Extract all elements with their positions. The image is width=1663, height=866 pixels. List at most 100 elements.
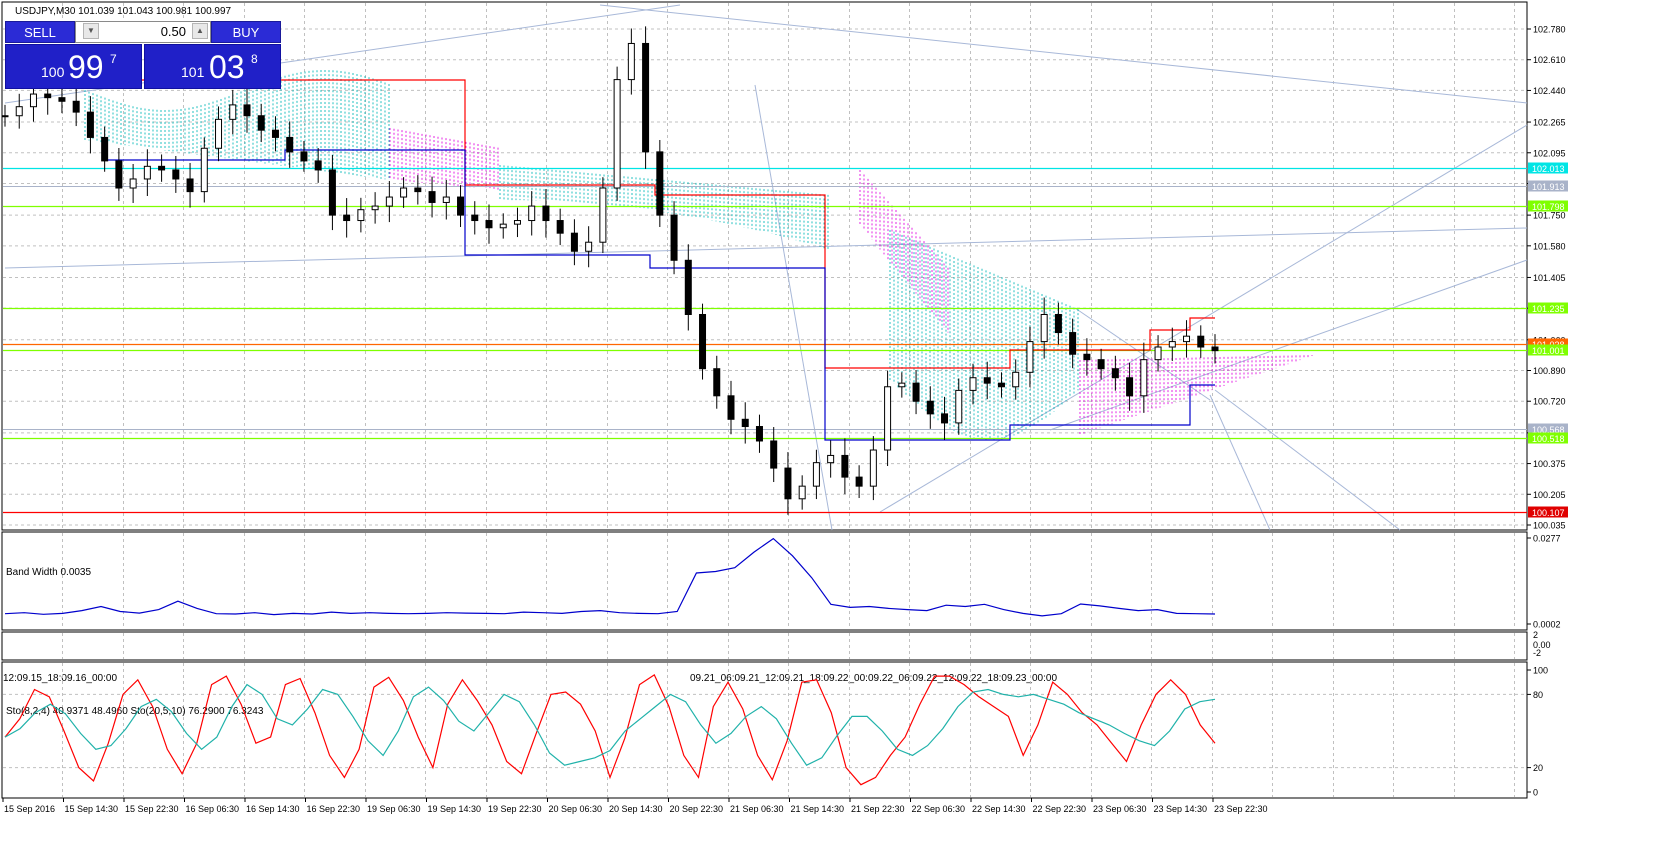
bandwidth-title: Band Width 0.0035 xyxy=(6,567,91,578)
candle-body xyxy=(58,97,66,102)
sell-button[interactable]: SELL xyxy=(5,21,75,43)
candle-body xyxy=(542,205,550,222)
candle xyxy=(997,372,1005,398)
candle xyxy=(1197,325,1205,358)
stochastic-pane[interactable]: Sto(8,2,4) 40.9371 48.4960 Sto(20,5,10) … xyxy=(3,663,1548,798)
candle xyxy=(1069,318,1077,369)
stochastic-tick-label-1: 80 xyxy=(1533,690,1543,700)
candle xyxy=(229,89,237,135)
candle-body xyxy=(684,259,692,315)
candle xyxy=(257,103,265,143)
bandwidth-series xyxy=(4,537,1216,617)
price-label-6: 100.568 xyxy=(1532,425,1565,435)
candle xyxy=(656,139,664,227)
candle-body xyxy=(357,209,365,222)
candle xyxy=(770,427,778,483)
candle-body xyxy=(1040,313,1048,343)
candle-body xyxy=(556,220,564,234)
price-label-box-2 xyxy=(1528,200,1568,212)
candle-body xyxy=(1026,341,1034,373)
candle-body xyxy=(1126,377,1134,397)
trendline-2 xyxy=(599,4,1528,104)
kijun-line xyxy=(5,79,1215,441)
bandwidth-grid xyxy=(62,533,1515,629)
candle-body xyxy=(44,93,52,99)
time-tick-label-1: 15 Sep 14:30 xyxy=(65,804,119,814)
time-axis[interactable]: 15 Sep 2016 15 Sep 14:30 15 Sep 22:30 16 Se… xyxy=(2,798,1268,814)
price-tick-label-11: 100.890 xyxy=(1533,366,1566,376)
bandwidth-pane[interactable]: Band Width 0.0035 0.0277 0.0002 xyxy=(4,533,1561,630)
candle xyxy=(457,185,465,227)
price-tick-label-14: 100.375 xyxy=(1533,459,1566,469)
candle xyxy=(841,438,849,495)
candle xyxy=(969,363,977,405)
candle-body xyxy=(599,187,607,243)
price-label-5: 101.001 xyxy=(1532,346,1565,356)
candle-body xyxy=(300,151,308,162)
candle xyxy=(499,213,507,239)
candle-body xyxy=(414,187,422,193)
price-label-box-1 xyxy=(1528,180,1568,192)
candle-body xyxy=(385,196,393,207)
buy-button[interactable]: BUY xyxy=(211,21,281,43)
price-label-box-0 xyxy=(1528,162,1568,174)
one-click-trading-panel[interactable]: SELL 0.50 ▼ ▲ BUY 100 99 7 101 03 8 xyxy=(5,21,281,91)
trendline-6 xyxy=(1209,394,1271,531)
candle xyxy=(158,154,166,182)
stochastic-tick-label-2: 20 xyxy=(1533,763,1543,773)
price-axis[interactable]: 102.780 102.610 102.440 102.265 102.095 101.9… xyxy=(1527,25,1568,531)
candle-body xyxy=(1197,335,1205,348)
empty-indicator-pane[interactable]: 12:09.15_18:09.16_00:00 09.21_06:09.21_1… xyxy=(3,630,1551,684)
candle xyxy=(570,219,578,266)
candle xyxy=(86,96,94,154)
candle-body xyxy=(670,214,678,261)
candle xyxy=(485,204,493,244)
ask-price-pips: 03 xyxy=(209,49,245,85)
candle xyxy=(912,370,920,415)
candle-body xyxy=(343,214,351,222)
candle-body xyxy=(898,382,906,388)
candle xyxy=(72,87,80,127)
candle xyxy=(741,402,749,444)
candle-body xyxy=(1154,346,1162,361)
lot-size-input[interactable]: 0.50 xyxy=(75,21,211,43)
lot-decrease-icon[interactable]: ▼ xyxy=(83,23,99,39)
candle xyxy=(200,137,208,203)
candle xyxy=(1097,348,1105,380)
candle-body xyxy=(186,178,194,193)
candle xyxy=(357,197,365,233)
candlesticks xyxy=(1,26,1219,515)
candle-body xyxy=(1069,332,1077,355)
stochastic-series-1 xyxy=(4,683,1216,766)
candle-body xyxy=(613,79,621,189)
price-label-box-3 xyxy=(1528,302,1568,314)
lot-increase-icon[interactable]: ▲ xyxy=(192,23,208,39)
candle-body xyxy=(471,214,479,222)
ask-price-button[interactable]: 101 03 8 xyxy=(144,44,281,89)
pane-frame-bw xyxy=(1,531,1528,631)
price-pane[interactable]: 102.780 102.610 102.440 102.265 102.095 101.9… xyxy=(1,3,1568,531)
stochastic-tick-label-0: 100 xyxy=(1533,666,1548,676)
candle xyxy=(827,440,835,478)
candle-body xyxy=(442,196,450,203)
candle xyxy=(613,66,621,201)
empty-pane-axis: 20.00-2 xyxy=(1533,630,1551,658)
candle xyxy=(528,191,536,236)
price-label-box-7 xyxy=(1528,432,1568,444)
candle-body xyxy=(457,196,465,216)
candle xyxy=(1154,335,1162,372)
candle xyxy=(15,93,23,129)
time-tick-label-15: 22 Sep 06:30 xyxy=(912,804,966,814)
candle-body xyxy=(129,178,137,189)
candle xyxy=(1211,334,1219,364)
candle xyxy=(1126,362,1134,411)
bid-price-button[interactable]: 100 99 7 xyxy=(5,44,142,89)
candle-body xyxy=(812,462,820,487)
candle-body xyxy=(229,104,237,120)
candle-body xyxy=(15,106,23,117)
candle xyxy=(143,149,151,197)
price-label-0: 102.013 xyxy=(1532,164,1565,174)
candle xyxy=(1026,326,1034,388)
candle-body xyxy=(941,413,949,424)
